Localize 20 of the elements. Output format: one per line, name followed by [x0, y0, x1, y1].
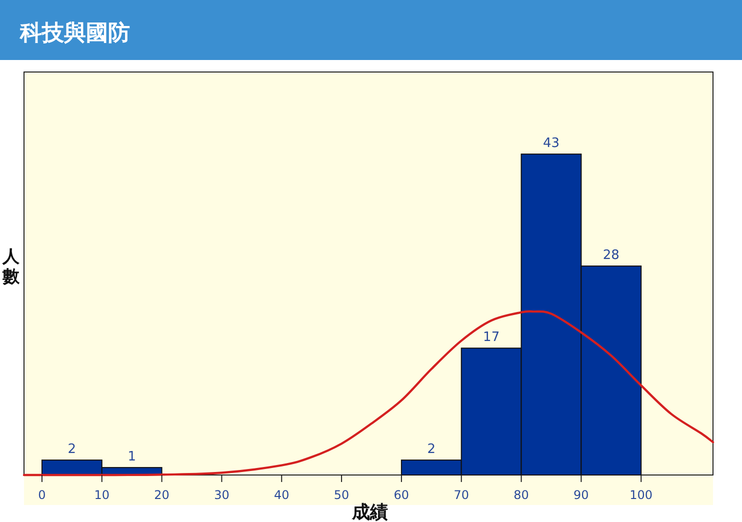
x-tick-label: 20 — [154, 488, 170, 502]
x-axis-title: 成績 — [351, 502, 388, 522]
x-tick-label: 30 — [214, 488, 230, 502]
x-tick-label: 0 — [38, 488, 46, 502]
data-label: 1 — [128, 450, 136, 465]
x-tick-label: 10 — [94, 488, 110, 502]
y-axis-title: 人數 — [2, 247, 20, 287]
data-label: 28 — [602, 248, 620, 264]
data-label: 17 — [483, 330, 500, 346]
x-tick-label: 40 — [274, 488, 290, 502]
x-tick-label: 70 — [454, 488, 470, 502]
data-label: 2 — [427, 442, 436, 458]
data-label: 2 — [68, 442, 76, 458]
x-tick-label: 60 — [394, 488, 410, 502]
chart-title: 科技與國防 — [19, 21, 130, 46]
data-label: 43 — [542, 136, 560, 152]
x-tick-label: 50 — [334, 488, 350, 502]
x-tick-label: 90 — [574, 488, 589, 502]
x-tick-label: 80 — [514, 488, 529, 502]
x-tick-label: 100 — [630, 488, 653, 502]
